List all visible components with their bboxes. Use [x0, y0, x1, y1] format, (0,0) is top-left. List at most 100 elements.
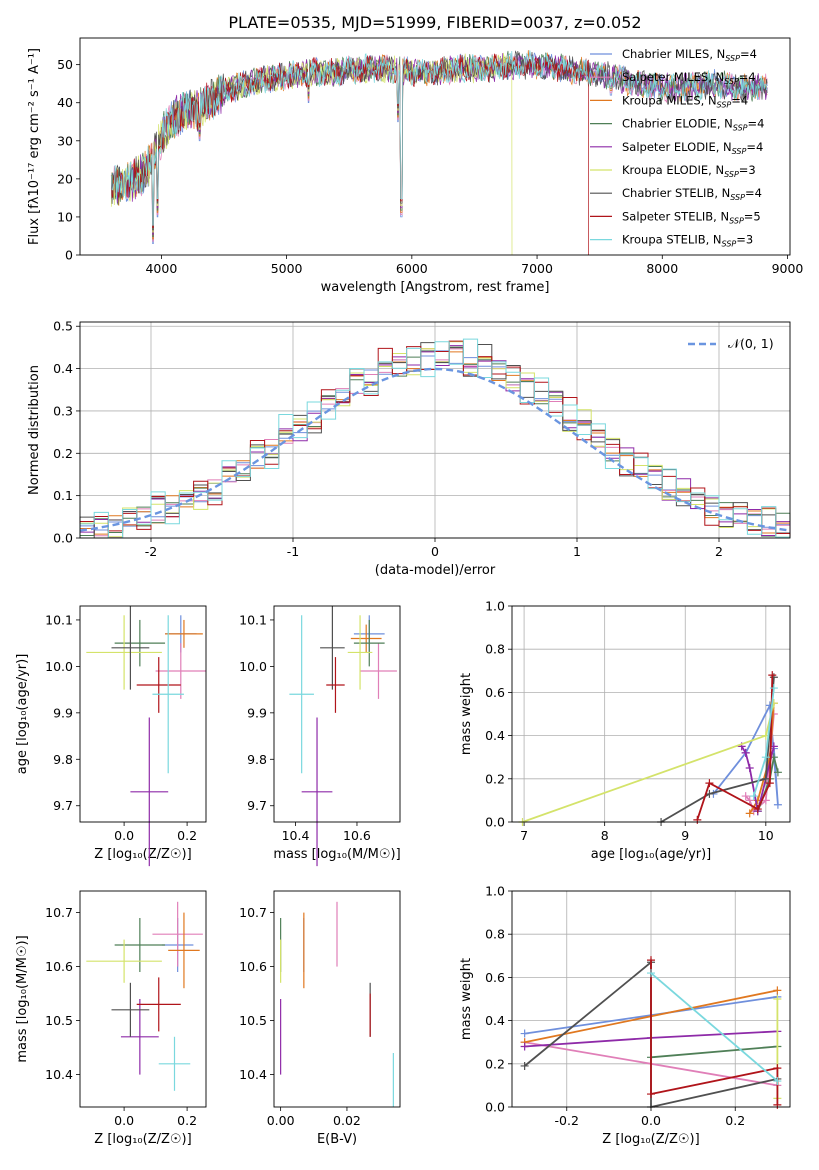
- massweight-vs-age-panel: 7 8 9 10 0.0 0.2 0.4 0.6 0.8 1.0 age [log₁₀(age/yr…: [459, 599, 791, 862]
- legend-entry: Chabrier STELIB, NSSP=4: [622, 186, 762, 202]
- y-tick-label: 9.8: [53, 752, 73, 767]
- y-tick-label: 0.4: [53, 361, 73, 376]
- x-tick-label: 5000: [271, 261, 303, 276]
- legend-entry: Salpeter ELODIE, NSSP=4: [622, 140, 763, 156]
- x-tick-label: -2: [145, 544, 157, 559]
- weight-marker: [753, 805, 762, 814]
- x-tick-label: 0.2: [177, 1113, 197, 1128]
- x-axis-label: Z [log₁₀(Z/Z☉)]: [602, 1132, 699, 1147]
- y-tick-label: 1.0: [485, 599, 505, 614]
- age-vs-metallicity-panel: 0.0 0.2 9.7 9.8 9.9 10.0 10.1 Z [log₁₀(Z/Z☉)] ag…: [15, 605, 207, 867]
- axes-frame: [79, 37, 791, 256]
- weight-line: [522, 702, 775, 823]
- weight-marker: [647, 969, 655, 978]
- weight-marker: [765, 779, 774, 788]
- x-tick-label: 4000: [145, 261, 177, 276]
- weight-line: [650, 960, 779, 1105]
- y-tick-label: 10.0: [45, 659, 73, 674]
- y-tick-label: 0: [65, 248, 73, 263]
- histogram-step: [79, 338, 791, 539]
- weight-marker: [705, 779, 714, 788]
- age-vs-mass-panel: 10.4 10.6 9.7 9.8 9.9 10.0 10.1 mass [log₁₀(M/M…: [239, 605, 401, 867]
- x-axis-label: mass [log₁₀(M/M☉)]: [273, 847, 400, 862]
- mass-vs-metallicity-panel: 0.0 0.2 10.4 10.5 10.6 10.7 Z [log₁₀(Z/Z☉)] mas…: [15, 890, 207, 1147]
- y-tick-label: 10.1: [45, 612, 73, 627]
- y-tick-label: 10.4: [45, 1067, 73, 1082]
- x-tick-label: 0.00: [267, 1113, 295, 1128]
- y-tick-label: 10.0: [239, 659, 267, 674]
- weight-line: [650, 1045, 778, 1059]
- y-tick-label: 20: [57, 171, 73, 186]
- weight-marker: [773, 986, 782, 995]
- axes-frame: [511, 890, 791, 1108]
- mass-vs-ebv-panel: 0.00 0.02 10.4 10.5 10.6 10.7 E(B-V): [239, 890, 401, 1147]
- x-tick-label: 10.4: [282, 828, 310, 843]
- y-tick-label: 0.2: [485, 771, 505, 786]
- massweight-vs-metallicity-panel: -0.2 0.0 0.2 0.0 0.2 0.4 0.6 0.8 1.0 Z [log₁₀(Z/Z…: [459, 884, 791, 1147]
- x-tick-label: 8: [601, 828, 609, 843]
- y-tick-label: 0.0: [485, 815, 505, 830]
- y-tick-label: 10.7: [239, 905, 267, 920]
- weight-marker: [773, 995, 782, 1003]
- y-tick-label: 0.3: [53, 403, 73, 418]
- axes-frame: [511, 605, 791, 823]
- y-tick-label: 0.5: [53, 319, 73, 334]
- x-axis-label: Z [log₁₀(Z/Z☉)]: [94, 847, 191, 862]
- y-tick-label: 0.6: [485, 970, 505, 985]
- weight-marker: [761, 774, 770, 783]
- legend-entry: Salpeter STELIB, NSSP=5: [622, 209, 761, 225]
- legend-entry: 𝒩(0, 1): [728, 336, 774, 351]
- figure-title: PLATE=0535, MJD=51999, FIBERID=0037, z=0…: [228, 13, 641, 32]
- weight-line: [650, 972, 778, 1082]
- weight-marker: [745, 809, 754, 818]
- y-axis-label: age [log₁₀(age/yr)]: [15, 654, 30, 775]
- spectrum-line: [110, 50, 768, 226]
- legend-entry: Chabrier ELODIE, NSSP=4: [622, 117, 764, 133]
- x-tick-label: 9: [681, 828, 689, 843]
- y-tick-label: 1.0: [485, 884, 505, 899]
- y-tick-label: 0.0: [53, 531, 73, 546]
- x-tick-label: 9000: [772, 261, 804, 276]
- x-axis-label: wavelength [Angstrom, rest frame]: [321, 280, 550, 295]
- legend-entry: Kroupa ELODIE, NSSP=3: [622, 163, 756, 179]
- x-tick-label: 7: [520, 828, 528, 843]
- weight-marker: [741, 748, 750, 757]
- x-axis-label: Z [log₁₀(Z/Z☉)]: [94, 1132, 191, 1147]
- weight-marker: [647, 956, 655, 965]
- axes-frame: [79, 605, 207, 823]
- legend-entry: Chabrier MILES, NSSP=4: [622, 47, 757, 63]
- weight-marker: [520, 1061, 529, 1070]
- gaussian-curve: [79, 367, 791, 532]
- y-tick-label: 0.8: [485, 642, 505, 657]
- y-tick-label: 0.4: [485, 728, 505, 743]
- x-tick-label: 0: [431, 544, 439, 559]
- weight-marker: [749, 792, 758, 801]
- weight-marker: [745, 796, 754, 805]
- x-tick-label: 0.0: [114, 828, 134, 843]
- weight-marker: [693, 815, 702, 824]
- weight-marker: [773, 768, 782, 777]
- weight-marker: [741, 792, 750, 801]
- weight-marker: [520, 1042, 529, 1051]
- y-tick-label: 10.5: [45, 1013, 73, 1028]
- x-tick-label: 0.0: [114, 1113, 134, 1128]
- x-axis-label: age [log₁₀(age/yr)]: [591, 847, 712, 862]
- x-tick-label: -0.2: [555, 1113, 579, 1128]
- x-tick-label: 0.2: [177, 828, 197, 843]
- x-tick-label: 6000: [396, 261, 428, 276]
- x-tick-label: 0.0: [641, 1113, 661, 1128]
- y-axis-label: Normed distribution: [27, 365, 42, 495]
- spectrum-line: [110, 53, 589, 255]
- axes-frame: [79, 890, 207, 1108]
- y-tick-label: 10: [57, 209, 73, 224]
- x-tick-label: -1: [287, 544, 299, 559]
- weight-marker: [768, 671, 777, 680]
- x-tick-label: 0.2: [725, 1113, 745, 1128]
- x-tick-label: 10: [758, 828, 774, 843]
- y-axis-label: mass weight: [459, 673, 474, 755]
- y-axis-label: mass weight: [459, 958, 474, 1040]
- x-tick-label: 2: [715, 544, 723, 559]
- y-tick-label: 0.4: [485, 1013, 505, 1028]
- weight-marker: [745, 764, 754, 772]
- legend-entry: Kroupa STELIB, NSSP=3: [622, 233, 753, 249]
